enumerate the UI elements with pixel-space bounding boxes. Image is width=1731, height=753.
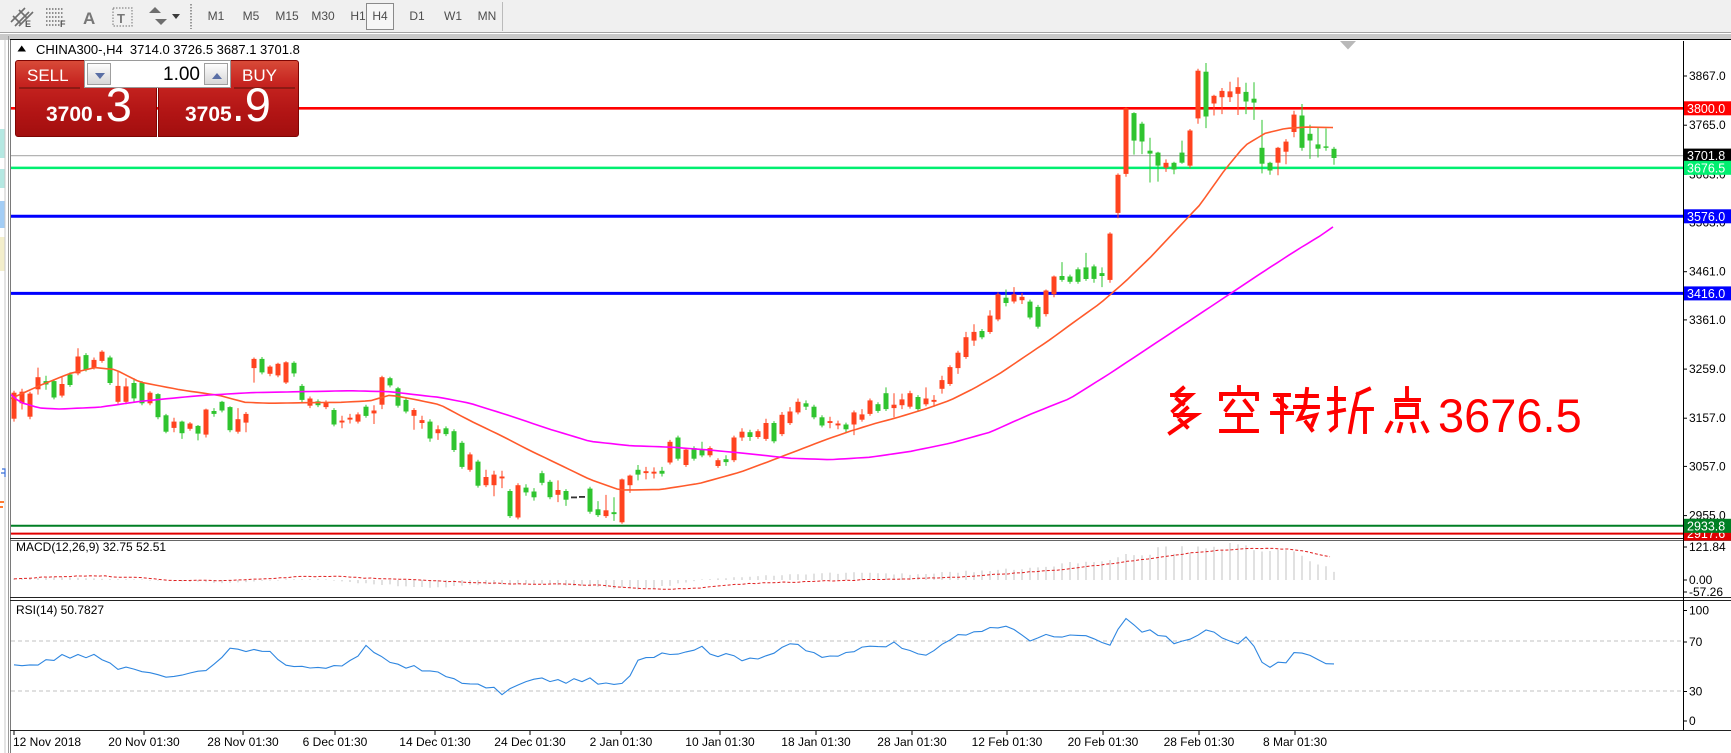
svg-text:3157.0: 3157.0 [1689,411,1726,425]
svg-text:20 Feb 01:30: 20 Feb 01:30 [1068,735,1139,749]
svg-text:20 Nov 01:30: 20 Nov 01:30 [108,735,180,749]
svg-text:-57.26: -57.26 [1689,585,1723,599]
svg-text:T: T [117,11,125,26]
svg-text:3361.0: 3361.0 [1689,313,1726,327]
svg-text:E: E [25,19,31,29]
svg-text:12 Nov 2018: 12 Nov 2018 [13,735,81,749]
svg-text:3576.0: 3576.0 [1687,210,1725,224]
svg-text:2 Jan 01:30: 2 Jan 01:30 [590,735,653,749]
svg-text:3416.0: 3416.0 [1687,287,1725,301]
svg-text:3676.5: 3676.5 [1687,161,1725,175]
svg-text:8 Mar 01:30: 8 Mar 01:30 [1263,735,1327,749]
svg-text:30: 30 [1689,685,1703,699]
svg-text:MACD(12,26,9) 32.75 52.51: MACD(12,26,9) 32.75 52.51 [16,540,166,554]
svg-text:CHINA300-,H4 3714.0 3726.5 36: CHINA300-,H4 3714.0 3726.5 3687.1 3701.8 [36,42,300,57]
svg-text:3259.0: 3259.0 [1689,362,1726,376]
svg-text:3701.8: 3701.8 [1687,149,1725,163]
svg-text:0.00: 0.00 [1689,573,1713,587]
svg-text:F: F [60,19,66,29]
svg-text:10 Jan 01:30: 10 Jan 01:30 [685,735,755,749]
svg-text:28 Jan 01:30: 28 Jan 01:30 [877,735,947,749]
svg-text:3676.5: 3676.5 [1438,389,1582,442]
svg-text:100: 100 [1689,604,1709,618]
svg-text:3867.0: 3867.0 [1689,69,1726,83]
svg-text:3057.0: 3057.0 [1689,459,1726,473]
svg-text:28 Feb 01:30: 28 Feb 01:30 [1164,735,1235,749]
svg-text:24 Dec 01:30: 24 Dec 01:30 [494,735,566,749]
svg-text:A: A [83,9,95,28]
svg-text:3461.0: 3461.0 [1689,265,1726,279]
svg-text:14 Dec 01:30: 14 Dec 01:30 [399,735,471,749]
svg-text:70: 70 [1689,635,1703,649]
svg-text:3800.0: 3800.0 [1687,102,1725,116]
svg-text:121.84: 121.84 [1689,540,1726,554]
svg-text:3765.0: 3765.0 [1689,118,1726,132]
svg-text:18 Jan 01:30: 18 Jan 01:30 [781,735,851,749]
svg-text:2933.8: 2933.8 [1687,519,1725,533]
svg-text:12 Feb 01:30: 12 Feb 01:30 [972,735,1043,749]
svg-text:6 Dec 01:30: 6 Dec 01:30 [303,735,368,749]
svg-text:28 Nov 01:30: 28 Nov 01:30 [207,735,279,749]
svg-text:RSI(14) 50.7827: RSI(14) 50.7827 [16,603,104,617]
svg-text:0: 0 [1689,714,1696,728]
